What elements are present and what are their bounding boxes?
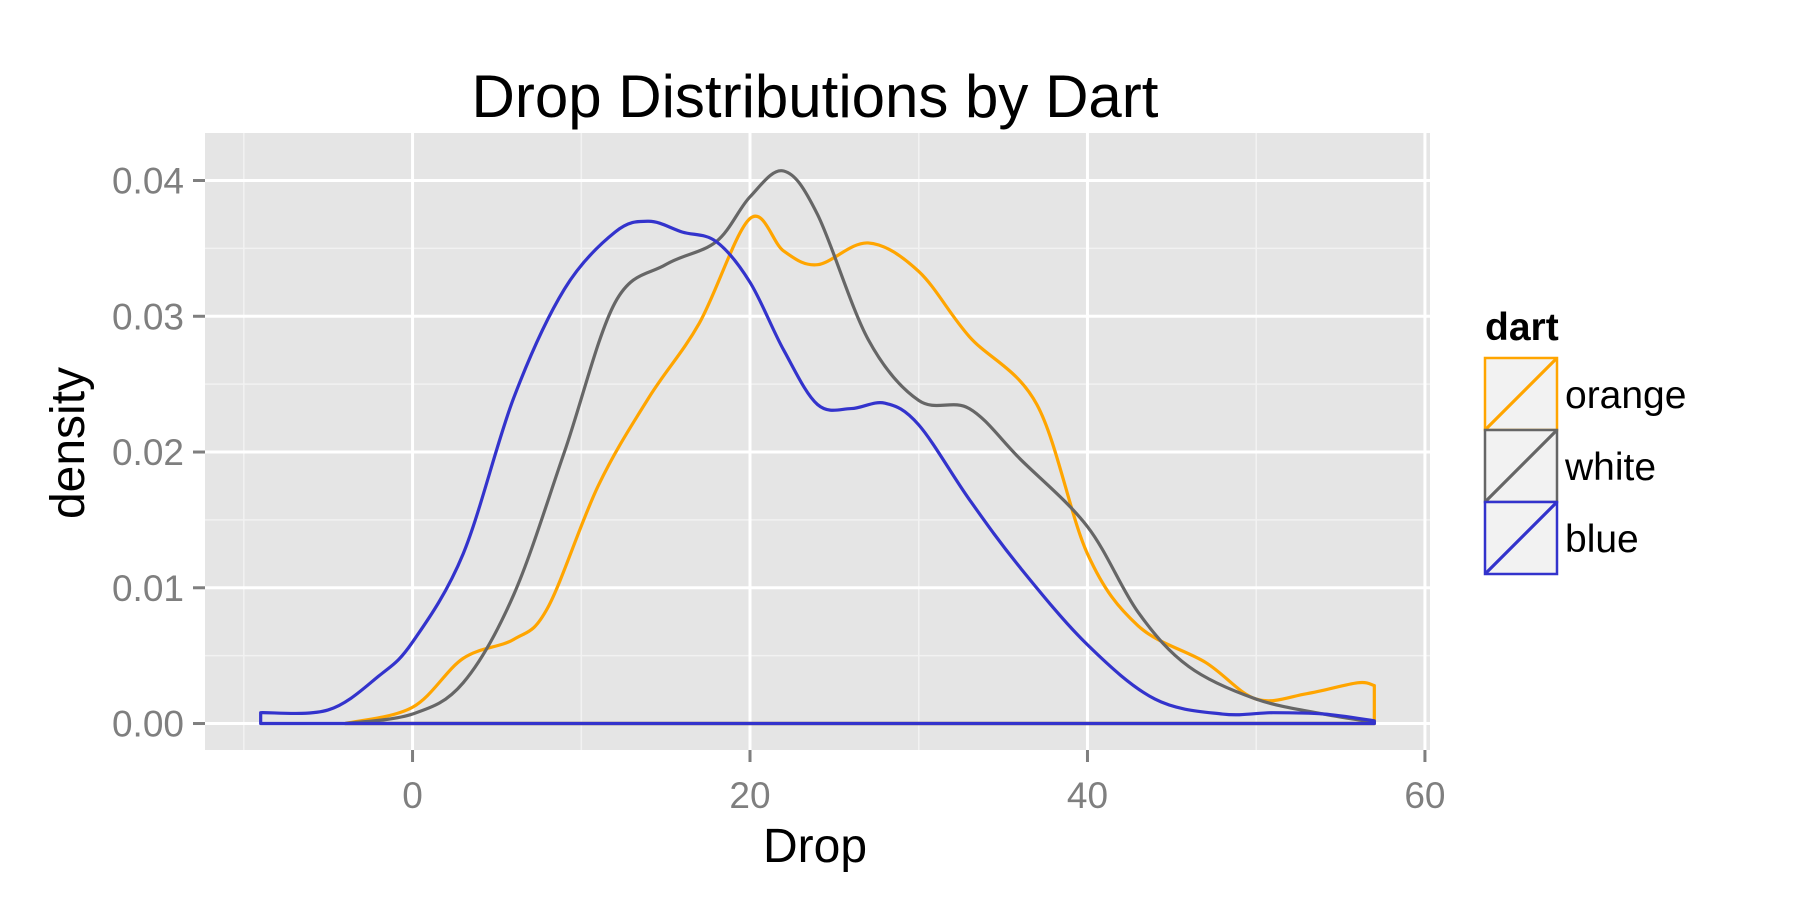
y-tick-label: 0.00 (112, 704, 184, 745)
y-tick-label: 0.02 (112, 432, 184, 473)
density-series-orange (343, 214, 1376, 726)
legend-item-blue: blue (1483, 500, 1639, 576)
x-axis-title: Drop (763, 820, 867, 873)
axes: 0 20 40 60 0.00 0.01 0.02 0.03 0.04 (112, 161, 1446, 816)
legend-key-line-white (1483, 428, 1559, 504)
legend-label-orange: orange (1565, 374, 1686, 417)
legend-label-white: white (1564, 446, 1656, 489)
legend-key-line-orange (1483, 356, 1559, 432)
y-tick-label: 0.04 (112, 161, 184, 202)
density-series-blue (259, 219, 1376, 726)
x-tick-label: 40 (1067, 775, 1108, 816)
legend-items: orange white blue (1483, 356, 1686, 576)
legend-title: dart (1485, 306, 1559, 349)
legend: dart orange white blue (1483, 306, 1686, 576)
x-tick-label: 60 (1404, 775, 1445, 816)
plot-panel (205, 133, 1430, 750)
grid-lines (205, 133, 1430, 750)
chart-title: Drop Distributions by Dart (472, 63, 1159, 130)
density-series (259, 169, 1376, 726)
x-tick-label: 20 (729, 775, 770, 816)
legend-key-line-blue (1483, 500, 1559, 576)
legend-label-blue: blue (1565, 518, 1639, 561)
x-tick-label: 0 (402, 775, 423, 816)
legend-item-white: white (1483, 428, 1656, 504)
legend-item-orange: orange (1483, 356, 1686, 432)
y-tick-label: 0.03 (112, 296, 184, 337)
y-axis-title: density (42, 367, 95, 519)
density-series-white (343, 169, 1376, 726)
y-tick-label: 0.01 (112, 568, 184, 609)
